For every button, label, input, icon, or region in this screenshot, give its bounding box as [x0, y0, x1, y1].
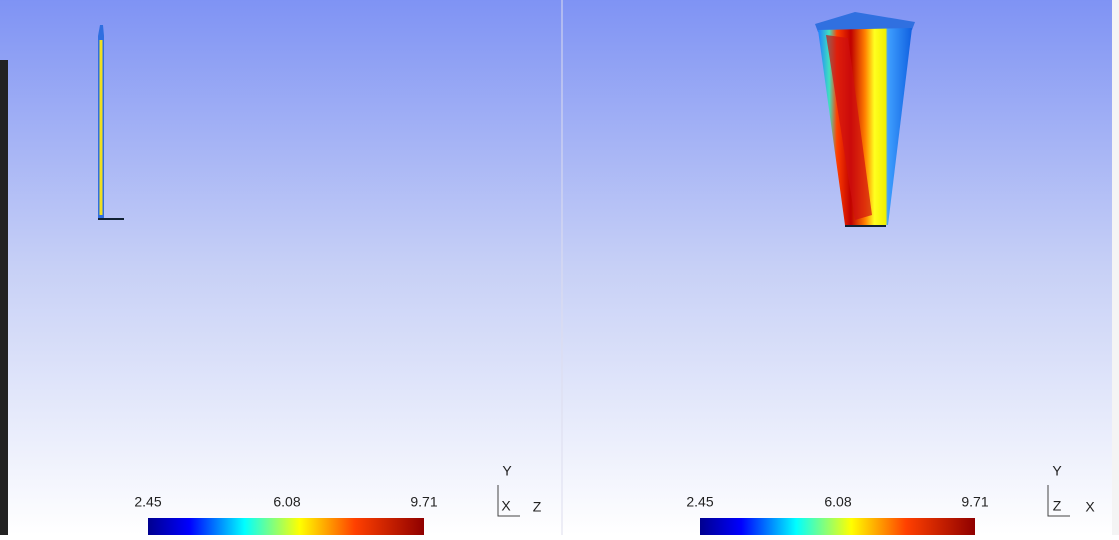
colorbar-label: 6.08	[824, 494, 851, 510]
colorbar	[700, 518, 975, 535]
axis-label: Z	[1053, 498, 1062, 514]
colorbar-label: 9.71	[410, 494, 437, 510]
screenshot: 2.45 6.08 9.71 Y X Z 2.45 6.08 9.71 Y Z …	[0, 0, 1119, 535]
background	[0, 0, 1119, 535]
window-edge	[0, 60, 8, 535]
axis-label: Y	[1052, 463, 1062, 479]
colorbar-label: 2.45	[134, 494, 161, 510]
colorbar-label: 6.08	[273, 494, 300, 510]
colorbar-label: 2.45	[686, 494, 713, 510]
axis-label: Z	[533, 499, 542, 515]
axis-label: X	[1085, 499, 1095, 515]
colorbar-label: 9.71	[961, 494, 988, 510]
window-edge	[1112, 0, 1119, 535]
colorbar	[148, 518, 424, 535]
axis-label: X	[501, 498, 511, 514]
axis-label: Y	[502, 463, 512, 479]
